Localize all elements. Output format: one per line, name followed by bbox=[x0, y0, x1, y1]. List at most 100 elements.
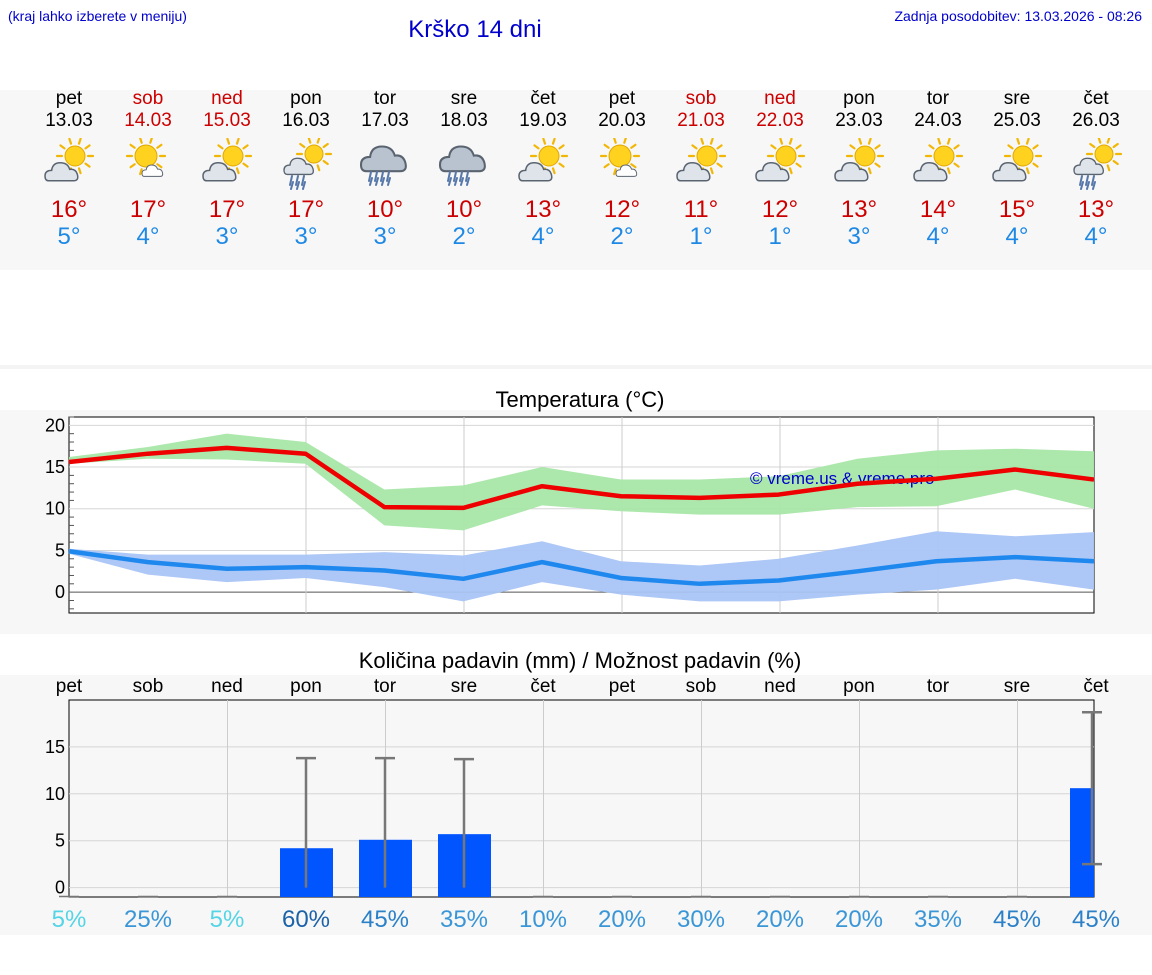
day-date: 20.03 bbox=[598, 110, 646, 131]
day-name: čet bbox=[530, 88, 556, 109]
day-name: pet bbox=[608, 88, 636, 109]
precip-day-label: pet bbox=[609, 676, 636, 697]
sun-cloud-rain-icon bbox=[283, 138, 333, 190]
precip-day-label: pet bbox=[56, 676, 83, 697]
precip-y-tick: 0 bbox=[55, 878, 65, 898]
precip-day-label: tor bbox=[927, 676, 950, 697]
precip-probability: 5% bbox=[52, 906, 87, 933]
precip-plot-area bbox=[68, 699, 1095, 898]
partly-cloudy-sun-icon bbox=[202, 138, 253, 182]
day-column: tor 17.03 10° 3° bbox=[346, 88, 425, 250]
precip-y-tick: 10 bbox=[45, 784, 65, 804]
precip-probability: 35% bbox=[440, 906, 488, 933]
day-column: ned 15.03 17° 3° bbox=[188, 88, 267, 250]
max-temp: 16° bbox=[50, 196, 88, 223]
precip-day-label: pon bbox=[290, 676, 322, 697]
day-column: pet 13.03 16° 5° bbox=[30, 88, 109, 250]
precip-day-label: sob bbox=[133, 676, 164, 697]
day-date: 23.03 bbox=[835, 110, 883, 131]
day-name: sob bbox=[685, 88, 717, 109]
precip-y-tick: 15 bbox=[45, 737, 65, 757]
partly-cloudy-sun-icon bbox=[992, 138, 1043, 182]
day-column: ned 22.03 12° 1° bbox=[741, 88, 820, 250]
partly-cloudy-sun-icon bbox=[676, 138, 727, 182]
min-temp: 1° bbox=[689, 223, 713, 250]
sun-cloud-rain-icon bbox=[1073, 138, 1123, 190]
temp-y-tick: 10 bbox=[45, 499, 65, 519]
precip-probability: 60% bbox=[282, 906, 330, 933]
precip-probability: 20% bbox=[598, 906, 646, 933]
precip-probability: 25% bbox=[124, 906, 172, 933]
day-column: čet 19.03 13° 4° bbox=[504, 88, 583, 250]
precip-day-label: sre bbox=[1004, 676, 1030, 697]
precip-day-label: pon bbox=[843, 676, 875, 697]
precip-probability: 30% bbox=[677, 906, 725, 933]
precip-probability: 5% bbox=[210, 906, 245, 933]
min-temp: 2° bbox=[610, 223, 634, 250]
day-date: 21.03 bbox=[677, 110, 725, 131]
precip-probability: 45% bbox=[993, 906, 1041, 933]
precipitation-chart-title: Količina padavin (mm) / Možnost padavin … bbox=[358, 648, 802, 673]
mostly-sunny-icon bbox=[125, 138, 167, 177]
partly-cloudy-sun-icon bbox=[755, 138, 806, 182]
day-column: sre 18.03 10° 2° bbox=[425, 88, 504, 250]
tmin-line bbox=[68, 549, 1095, 587]
max-temp: 17° bbox=[129, 196, 167, 223]
max-temp: 17° bbox=[208, 196, 246, 223]
day-name: ned bbox=[211, 88, 243, 109]
precip-probability: 45% bbox=[1072, 906, 1120, 933]
day-column: čet 26.03 13° 4° bbox=[1057, 88, 1136, 250]
location-hint: (kraj lahko izberete v meniju) bbox=[8, 8, 187, 24]
min-temp: 4° bbox=[136, 223, 160, 250]
day-date: 25.03 bbox=[993, 110, 1041, 131]
temperature-chart-title: Temperatura (°C) bbox=[495, 387, 665, 412]
precip-day-label: ned bbox=[211, 676, 243, 697]
day-date: 14.03 bbox=[124, 110, 172, 131]
temp-y-tick: 0 bbox=[55, 582, 65, 602]
precip-probability: 20% bbox=[835, 906, 883, 933]
day-date: 15.03 bbox=[203, 110, 251, 131]
min-temp: 3° bbox=[294, 223, 318, 250]
day-name: sre bbox=[450, 88, 478, 109]
max-temp: 13° bbox=[524, 196, 562, 223]
precip-day-label: čet bbox=[530, 676, 556, 697]
day-name: pon bbox=[843, 88, 875, 109]
precip-probability: 35% bbox=[914, 906, 962, 933]
min-temp: 4° bbox=[531, 223, 555, 250]
day-name: ned bbox=[764, 88, 796, 109]
precip-probability: 10% bbox=[519, 906, 567, 933]
page-title: Krško 14 dni bbox=[408, 16, 542, 43]
day-column: pon 23.03 13° 3° bbox=[820, 88, 899, 250]
mostly-sunny-icon bbox=[599, 138, 641, 177]
tmax-line bbox=[68, 445, 1095, 511]
max-temp: 12° bbox=[761, 196, 799, 223]
min-temp: 3° bbox=[215, 223, 239, 250]
temp-y-tick: 15 bbox=[45, 457, 65, 477]
day-date: 24.03 bbox=[914, 110, 962, 131]
min-temp: 1° bbox=[768, 223, 792, 250]
day-column: sob 14.03 17° 4° bbox=[109, 88, 188, 250]
min-temp: 4° bbox=[926, 223, 950, 250]
max-temp: 14° bbox=[919, 196, 957, 223]
max-temp: 10° bbox=[445, 196, 483, 223]
precip-probability: 45% bbox=[361, 906, 409, 933]
temp-y-tick: 20 bbox=[45, 415, 65, 435]
min-temp: 4° bbox=[1084, 223, 1108, 250]
max-temp: 15° bbox=[998, 196, 1036, 223]
day-column: pon 16.03 17° 3° bbox=[267, 88, 346, 250]
precip-y-tick: 5 bbox=[55, 831, 65, 851]
day-column: tor 24.03 14° 4° bbox=[899, 88, 978, 250]
day-column: pet 20.03 12° 2° bbox=[583, 88, 662, 250]
max-temp: 10° bbox=[366, 196, 404, 223]
max-temp: 17° bbox=[287, 196, 325, 223]
last-update: Zadnja posodobitev: 13.03.2026 - 08:26 bbox=[894, 8, 1142, 24]
day-date: 16.03 bbox=[282, 110, 330, 131]
max-temp: 12° bbox=[603, 196, 641, 223]
day-name: pon bbox=[290, 88, 322, 109]
day-name: tor bbox=[926, 88, 950, 109]
day-column: sob 21.03 11° 1° bbox=[662, 88, 741, 250]
day-name: sob bbox=[132, 88, 164, 109]
tmin-range-band bbox=[69, 531, 1094, 602]
